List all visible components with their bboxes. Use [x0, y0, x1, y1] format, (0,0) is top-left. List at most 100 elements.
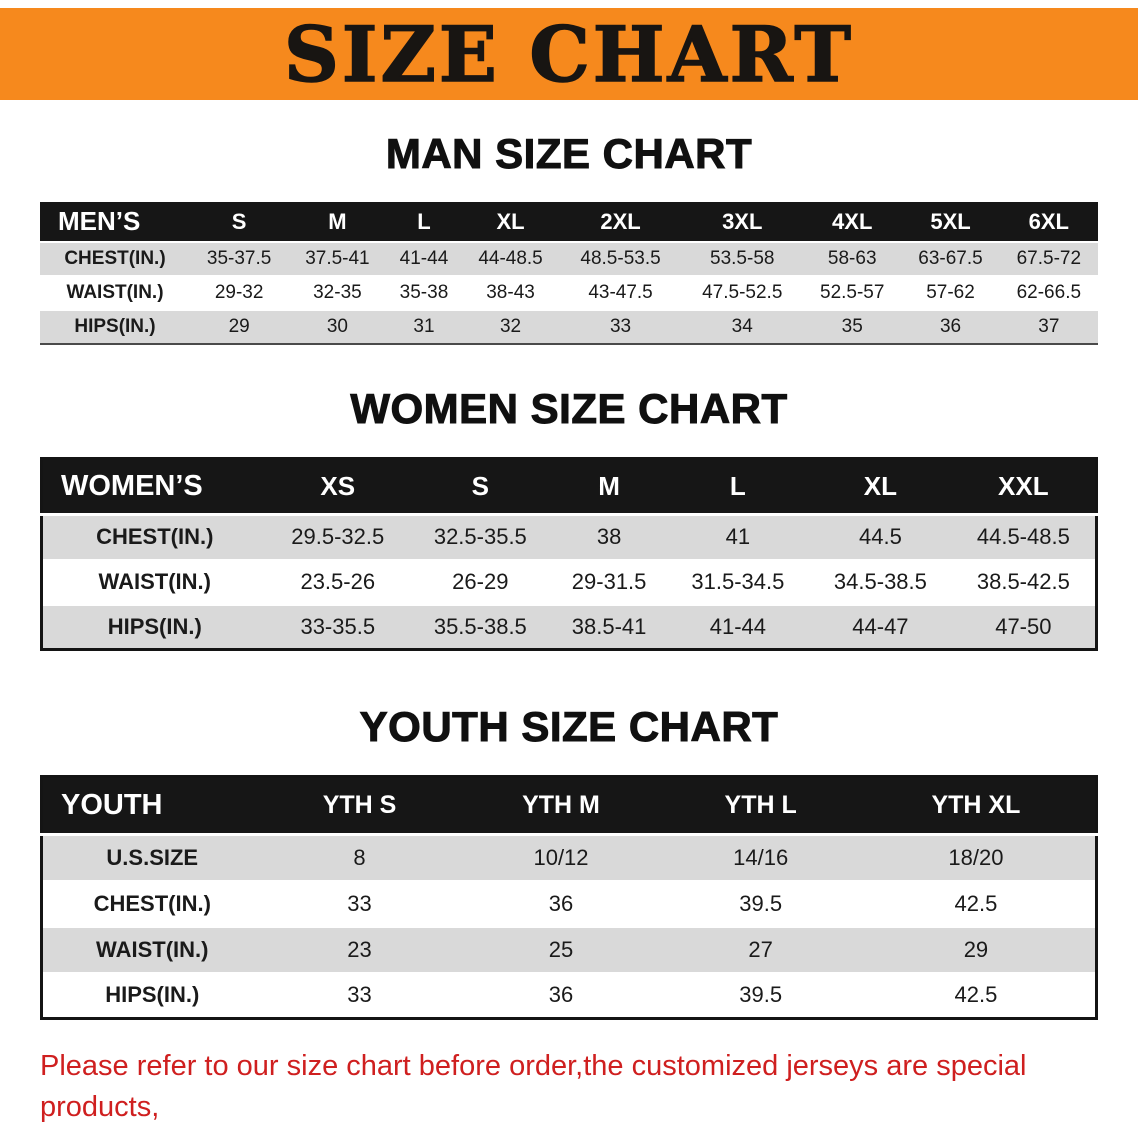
value-cell: 25 [548, 936, 574, 962]
size-header-cell: XL [863, 471, 898, 501]
value-cell: 57-62 [926, 282, 975, 303]
value-cell: 34 [731, 316, 753, 337]
row-label-cell: WAIST(IN.) [96, 936, 209, 962]
size-header-cell: XXL [998, 471, 1049, 501]
value-cell: 42.5 [954, 982, 998, 1008]
table-row: CHEST(IN.) 29.5-32.5 32.5-35.5 38 41 44.5 44.5… [41, 514, 1097, 560]
women-section-heading: WOMEN SIZE CHART [350, 385, 788, 433]
value-cell: 41-44 [399, 248, 449, 269]
value-cell: 38.5-42.5 [976, 569, 1070, 594]
value-cell: 38-43 [486, 282, 535, 303]
table-title-cell: YOUTH [61, 789, 163, 821]
table-row: WAIST(IN.) 29-32 32-35 35-38 38-43 43-47.5 47.… [40, 276, 1098, 310]
size-header-cell: YTH M [522, 791, 600, 819]
value-cell: 44.5 [859, 524, 902, 550]
banner: SIZE CHART [0, 8, 1138, 100]
size-header-cell: YTH L [724, 791, 797, 819]
value-cell: 41-44 [709, 613, 766, 639]
value-cell: 18/20 [948, 844, 1004, 870]
value-cell: 31 [413, 316, 435, 337]
value-cell: 29 [228, 316, 250, 337]
banner-title: SIZE CHART [283, 9, 854, 100]
value-cell: 67.5-72 [1016, 248, 1082, 269]
women-section: WOMEN SIZE CHART WOMEN’S XS S M L XL XXL CHEST(… [0, 385, 1138, 651]
table-row: WAIST(IN.) 23 25 27 29 [41, 926, 1097, 973]
value-cell: 14/16 [733, 844, 789, 870]
value-cell: 41 [725, 524, 751, 550]
table-title-cell: MEN’S [58, 206, 141, 236]
row-label-cell: CHEST(IN.) [64, 248, 166, 269]
disclaimer-line-1: Please refer to our size chart before or… [40, 1050, 1027, 1123]
value-cell: 47.5-52.5 [702, 282, 783, 303]
value-cell: 37 [1038, 316, 1060, 337]
table-header-row: MEN’S S M L XL 2XL 3XL 4XL 5XL 6XL [40, 202, 1098, 242]
men-section-heading: MAN SIZE CHART [385, 130, 753, 178]
size-header-cell: L [417, 208, 431, 234]
size-header-cell: S [471, 471, 489, 501]
value-cell: 35 [841, 316, 863, 337]
value-cell: 31.5-34.5 [691, 569, 785, 594]
value-cell: 39.5 [739, 982, 783, 1008]
value-cell: 53.5-58 [710, 248, 775, 269]
row-label-cell: HIPS(IN.) [74, 316, 156, 337]
value-cell: 29-31.5 [571, 569, 647, 594]
value-cell: 39.5 [739, 890, 783, 916]
table-title-cell: WOMEN’S [61, 470, 203, 502]
size-header-cell: YTH S [322, 791, 397, 819]
table-row: CHEST(IN.) 33 36 39.5 42.5 [41, 880, 1097, 927]
row-label-cell: HIPS(IN.) [107, 613, 202, 639]
value-cell: 29 [963, 936, 989, 962]
value-cell: 26-29 [452, 569, 509, 594]
value-cell: 23 [347, 936, 372, 962]
value-cell: 44-47 [852, 613, 909, 639]
size-chart-page: SIZE CHART MAN SIZE CHART MEN’S S M L XL 2XL 3… [0, 8, 1138, 1132]
table-row: HIPS(IN.) 33-35.5 35.5-38.5 38.5-41 41-44 44-… [41, 604, 1097, 650]
women-size-table: WOMEN’S XS S M L XL XXL CHEST(IN.) 29.5-32.5 32.5… [40, 457, 1098, 651]
row-label-cell: HIPS(IN.) [105, 982, 200, 1008]
value-cell: 33 [347, 982, 372, 1008]
value-cell: 33-35.5 [300, 613, 376, 639]
value-cell: 44.5-48.5 [976, 524, 1070, 550]
value-cell: 36 [939, 316, 962, 337]
value-cell: 35-37.5 [206, 248, 272, 269]
value-cell: 36 [548, 982, 574, 1008]
men-section: MAN SIZE CHART MEN’S S M L XL 2XL 3XL 4XL 5XL 6XL… [0, 130, 1138, 345]
size-header-cell: 6XL [1028, 208, 1069, 234]
value-cell: 27 [748, 936, 773, 962]
value-cell: 52.5-57 [820, 282, 885, 303]
size-header-cell: 4XL [832, 208, 873, 234]
value-cell: 29.5-32.5 [291, 524, 385, 550]
value-cell: 23.5-26 [300, 569, 376, 594]
value-cell: 35-38 [399, 282, 449, 303]
youth-section-heading: YOUTH SIZE CHART [359, 703, 779, 751]
men-size-table: MEN’S S M L XL 2XL 3XL 4XL 5XL 6XL CHEST(IN.) 35-37… [40, 202, 1098, 345]
size-header-cell: M [328, 208, 347, 234]
size-header-cell: 3XL [722, 208, 763, 234]
value-cell: 32-35 [313, 282, 362, 303]
table-row: HIPS(IN.) 29 30 31 32 33 34 35 36 37 [40, 310, 1098, 344]
size-header-cell: S [231, 208, 247, 234]
value-cell: 47-50 [995, 613, 1052, 639]
youth-section: YOUTH SIZE CHART YOUTH YTH S YTH M YTH L YTH… [0, 703, 1138, 1020]
value-cell: 33 [347, 890, 372, 916]
value-cell: 35.5-38.5 [433, 613, 527, 639]
value-cell: 62-66.5 [1016, 282, 1082, 303]
table-row: HIPS(IN.) 33 36 39.5 42.5 [41, 972, 1097, 1019]
row-label-cell: CHEST(IN.) [96, 524, 214, 550]
value-cell: 63-67.5 [918, 248, 983, 269]
value-cell: 8 [353, 844, 366, 870]
value-cell: 42.5 [954, 890, 998, 916]
value-cell: 34.5-38.5 [833, 569, 927, 594]
size-header-cell: 5XL [930, 208, 971, 234]
value-cell: 38 [596, 524, 622, 550]
youth-size-table: YOUTH YTH S YTH M YTH L YTH XL U.S.SIZE 8 10/12… [40, 775, 1098, 1020]
row-label-cell: WAIST(IN.) [66, 282, 164, 303]
size-header-cell: 2XL [600, 208, 641, 234]
value-cell: 44-48.5 [478, 248, 543, 269]
value-cell: 36 [548, 890, 574, 916]
size-header-cell: XS [320, 471, 356, 501]
row-label-cell: CHEST(IN.) [93, 890, 211, 916]
value-cell: 37.5-41 [305, 248, 370, 269]
value-cell: 32.5-35.5 [433, 524, 527, 550]
value-cell: 58-63 [827, 248, 877, 269]
